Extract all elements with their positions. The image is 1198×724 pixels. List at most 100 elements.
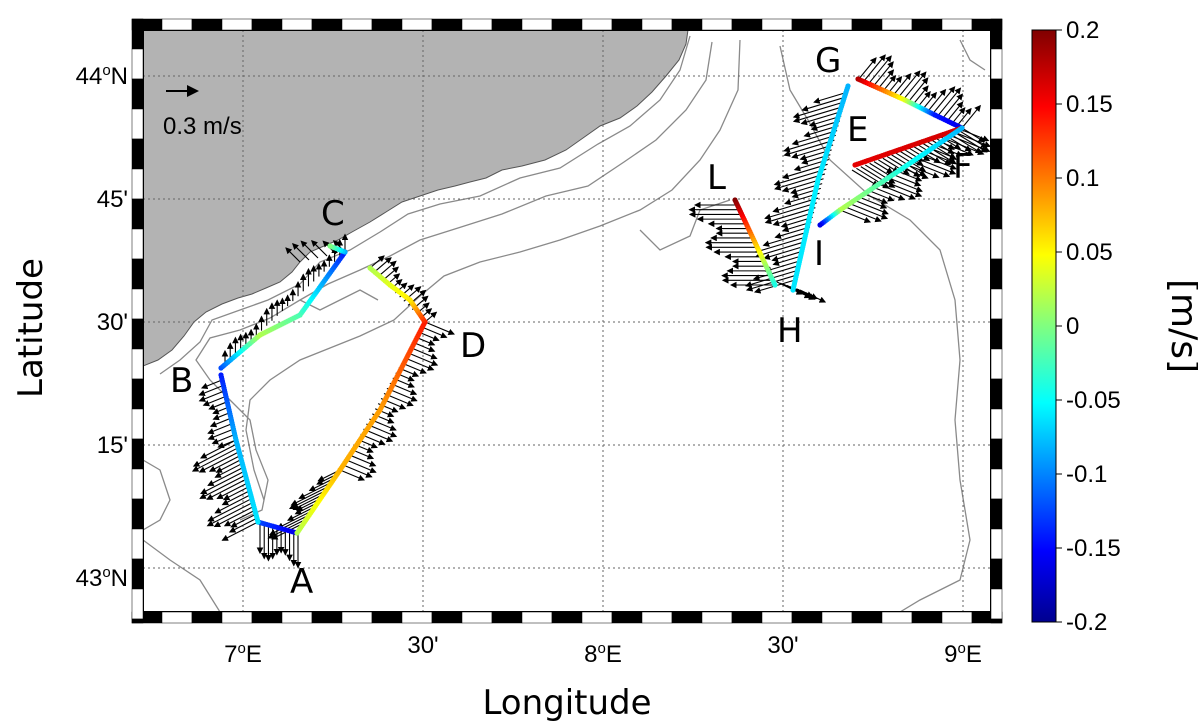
frame-tick (881, 18, 913, 31)
velocity-arrow (932, 148, 957, 160)
frame-tick (131, 408, 144, 440)
velocity-arrow (883, 180, 923, 198)
frame-tick (641, 18, 673, 31)
station-a: A (290, 562, 313, 602)
frame-tick (131, 198, 144, 230)
frame-tick (990, 378, 1003, 410)
bathymetry-contours (143, 35, 986, 612)
velocity-arrow (783, 139, 835, 157)
frame-tick (491, 611, 523, 624)
velocity-arrow (198, 390, 225, 402)
y-tick-30: 30' (97, 309, 128, 336)
velocity-arrow (764, 260, 801, 273)
velocity-arrow (773, 168, 827, 187)
frame-tick (990, 438, 1003, 470)
y-tick-44n: 44oN (76, 62, 128, 90)
velocity-arrow (215, 459, 242, 473)
velocity-arrow (228, 517, 258, 533)
frame-tick (990, 18, 1003, 50)
velocity-arrow (864, 164, 896, 184)
frame-tick (551, 18, 583, 31)
transect-point (817, 222, 823, 228)
frame-tick (731, 611, 763, 624)
velocity-arrow (198, 451, 240, 473)
frame-tick (131, 18, 144, 50)
velocity-arrow (851, 169, 879, 187)
frame-tick (990, 138, 1003, 170)
velocity-arrow (202, 395, 227, 407)
velocity-arrow (221, 490, 250, 506)
velocity-arrow (882, 157, 910, 175)
station-c: C (321, 194, 345, 234)
frame-tick (311, 18, 343, 31)
frame-tick (131, 78, 144, 110)
station-l: L (707, 158, 726, 198)
velocity-arrow (772, 197, 819, 214)
frame-tick (131, 528, 144, 560)
frame-tick (611, 18, 643, 31)
velocity-arrow (771, 250, 804, 262)
velocity-arrow (941, 93, 964, 120)
velocity-arrow (413, 341, 436, 353)
frame-tick (281, 611, 313, 624)
x-tick-9e: 9oE (944, 640, 982, 668)
frame-tick (761, 18, 793, 31)
velocity-arrow (754, 236, 808, 254)
velocity-arrow (216, 482, 248, 499)
velocity-arrow (209, 417, 232, 428)
frame-tick (990, 288, 1003, 320)
frame-tick (990, 588, 1003, 620)
velocity-arrow (288, 490, 325, 509)
velocity-arrow (801, 96, 847, 112)
velocity-arrow (907, 77, 929, 104)
velocity-arrow (212, 406, 229, 415)
y-tick-43n: 43oN (76, 564, 128, 592)
colorbar-tick-label: 0 (1066, 313, 1079, 340)
velocity-arrow (345, 459, 377, 474)
frame-tick (371, 18, 403, 31)
transect-point (772, 282, 778, 288)
velocity-arrow (211, 434, 235, 445)
frame-tick (401, 18, 433, 31)
velocity-arrow (764, 207, 816, 225)
velocity-arrow (198, 384, 224, 397)
station-b: B (170, 361, 193, 401)
velocity-arrow (892, 73, 912, 97)
colorbar-tick-label: 0.1 (1066, 165, 1099, 192)
frame-tick (161, 611, 193, 624)
velocity-arrow (921, 91, 937, 111)
velocity-arrow (917, 158, 957, 175)
velocity-arrow (373, 257, 392, 273)
y-tick-45: 45' (97, 186, 128, 213)
velocity-arrow (956, 132, 991, 148)
velocity-arrow (311, 240, 328, 257)
velocity-arrow (888, 177, 923, 193)
frame-tick (131, 588, 144, 620)
transect-point (327, 243, 333, 249)
velocity-arrow (407, 352, 439, 366)
velocity-arrow (421, 326, 448, 339)
velocity-arrow (856, 167, 890, 189)
velocity-arrow (859, 196, 888, 209)
frame-tick (941, 18, 973, 31)
velocity-arrow (295, 499, 319, 511)
frame-tick (521, 611, 553, 624)
station-i: I (814, 234, 824, 274)
velocity-arrow (912, 161, 951, 178)
frame-tick (161, 18, 193, 31)
frame-tick (761, 611, 793, 624)
frame-tick (371, 611, 403, 624)
velocity-arrow (774, 226, 811, 239)
velocity-arrow (862, 54, 886, 83)
frame-tick (701, 611, 733, 624)
transect-point (852, 162, 858, 168)
frame-tick (671, 611, 703, 624)
frame-tick (791, 611, 823, 624)
velocity-arrow (755, 240, 807, 258)
land-mass (143, 30, 689, 367)
frame-tick (701, 18, 733, 31)
frame-tick (431, 18, 463, 31)
colorbar-tick-label: -0.05 (1066, 387, 1121, 414)
frame-tick (821, 611, 853, 624)
